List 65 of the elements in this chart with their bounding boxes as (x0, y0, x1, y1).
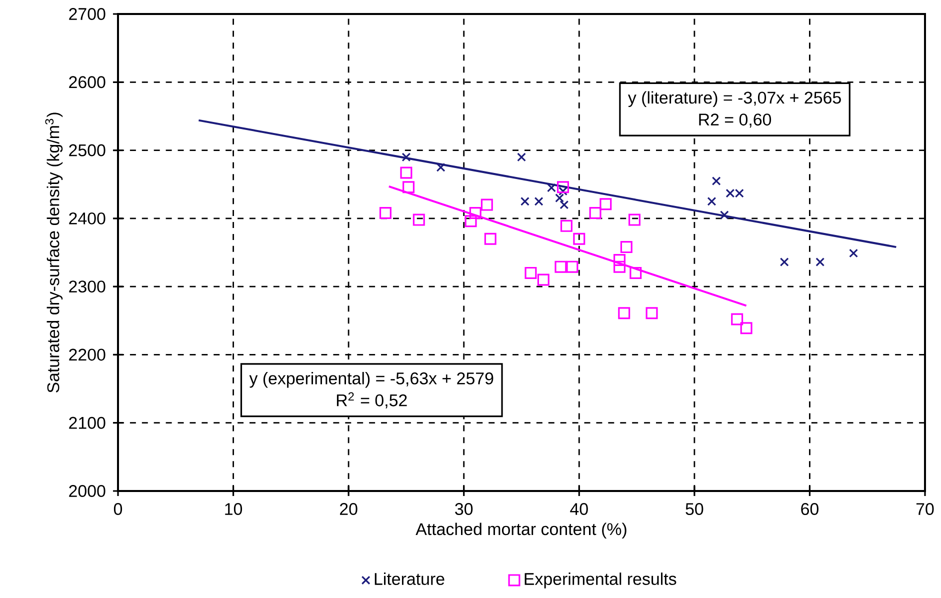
y-tick-label: 2700 (69, 8, 106, 20)
point (412, 214, 425, 226)
point (555, 194, 564, 202)
y-tick-label: 2300 (69, 280, 106, 293)
point (731, 313, 744, 326)
point (628, 214, 640, 226)
y-tick-label: 2400 (69, 212, 106, 224)
x-tick-label: 40 (570, 503, 588, 516)
x-tick-label: 30 (455, 503, 473, 516)
annotation: R2 = 0,60 (699, 114, 772, 128)
point (589, 206, 602, 219)
point (849, 248, 858, 258)
point (720, 210, 729, 220)
annotation: y (experimental) = -5,63x + 2579 (249, 372, 494, 388)
y-tick-label: 2000 (69, 485, 106, 497)
point (712, 176, 721, 186)
point (484, 232, 496, 245)
point (524, 266, 537, 279)
point (436, 162, 446, 172)
point (740, 322, 752, 334)
point (554, 260, 567, 273)
legend-label: Literature (374, 572, 444, 585)
point (780, 258, 789, 267)
point (469, 206, 482, 219)
point (557, 181, 570, 194)
point (707, 196, 716, 206)
x-tick-label: 20 (340, 503, 358, 516)
point (558, 186, 568, 196)
point (480, 198, 493, 211)
y-tick-label: 2100 (69, 416, 106, 429)
point (379, 206, 392, 219)
y-axis-title: Saturated dry-surface density (kg/m$^{3}$) (45, 112, 63, 392)
point (618, 307, 630, 320)
x-tick-label: 0 (114, 503, 122, 516)
point (646, 307, 658, 320)
point (517, 152, 526, 162)
legend-label: Experimental results (524, 572, 676, 588)
x-tick-label: 60 (801, 503, 818, 516)
y-tick-label: 2600 (69, 76, 106, 88)
y-tick-label: 2200 (69, 348, 106, 361)
x-axis-title: Attached mortar content (%) (416, 522, 626, 538)
point (464, 215, 477, 228)
point (573, 232, 586, 245)
annotation: R$^{2}$ = 0,52 (336, 392, 407, 408)
annotation: y (literature) = -3,07x + 2565 (628, 91, 841, 107)
point (546, 183, 556, 192)
point (537, 274, 550, 286)
point (402, 152, 411, 162)
point (560, 200, 569, 210)
point (630, 266, 642, 279)
y-tick-label: 2500 (69, 144, 106, 156)
point (620, 241, 632, 254)
point (534, 196, 544, 206)
point (400, 166, 412, 179)
x-tick-label: 50 (686, 503, 704, 516)
x-tick-label: 70 (916, 503, 934, 516)
point (816, 258, 825, 267)
point (566, 260, 578, 273)
point (560, 220, 572, 232)
point (613, 254, 626, 266)
point (600, 198, 612, 210)
point (520, 196, 530, 206)
x-tick-label: 10 (225, 503, 242, 516)
point (613, 260, 626, 273)
point (402, 181, 415, 194)
